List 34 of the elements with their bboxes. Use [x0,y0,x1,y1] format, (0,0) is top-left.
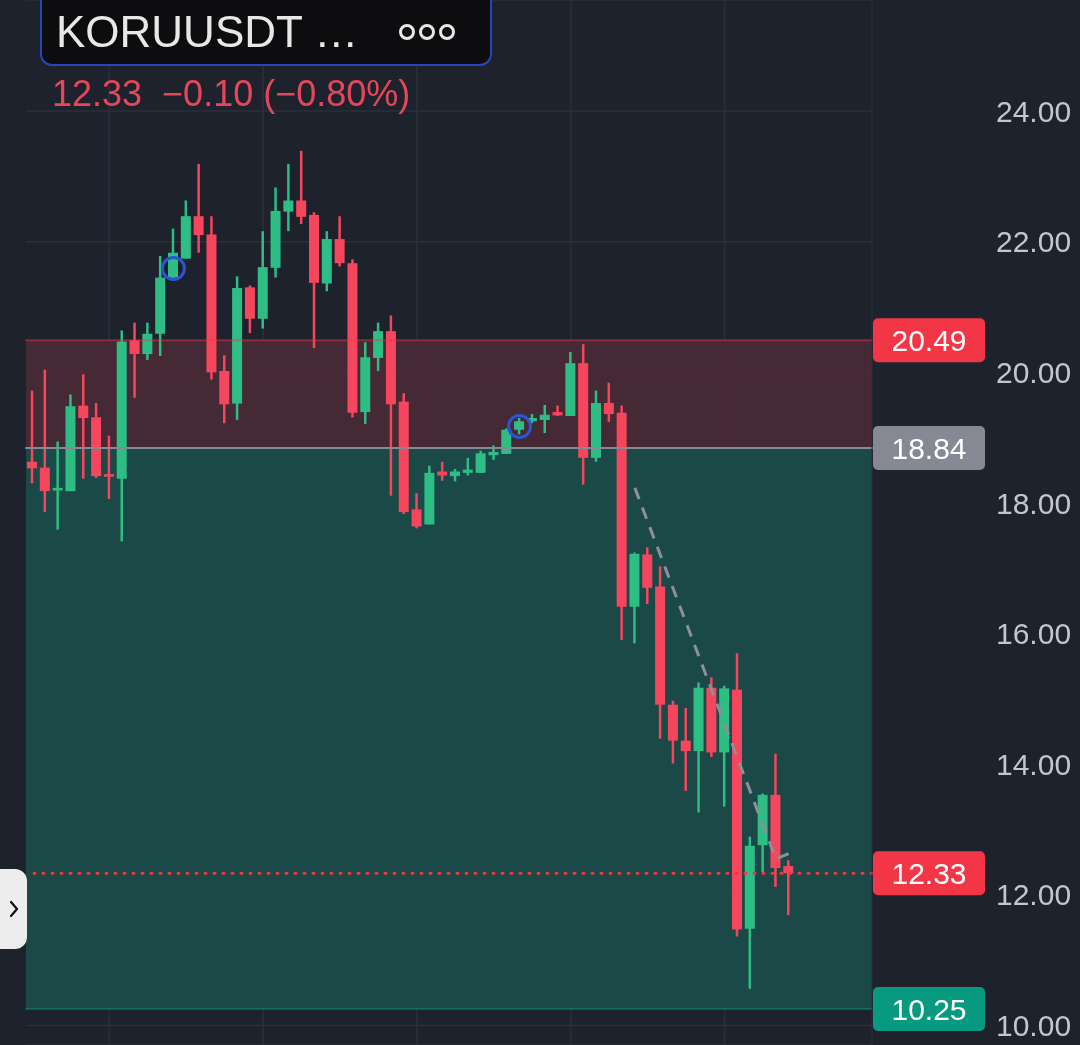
candlestick [603,381,614,424]
price-tag: 12.33 [873,851,985,896]
y-tick-label: 20.00 [996,355,1072,389]
candlestick [539,403,550,435]
ref-line-label: 20.49 [891,323,967,357]
candlestick [78,372,89,480]
y-tick-label: 22.00 [996,225,1072,259]
candlestick [27,389,37,485]
y-tick-label: 16.00 [996,617,1072,651]
ref-line-label: 18.84 [891,431,967,465]
candlestick [283,162,294,233]
candlestick [39,368,50,514]
chart-title: KORUUSDT … [56,7,359,57]
candlestick [129,321,140,399]
y-tick-label: 12.00 [996,878,1072,912]
price-tag: 18.84 [873,426,985,471]
price-tag: 20.49 [873,318,985,363]
candlestick [103,434,114,501]
candlestick [783,858,794,917]
ref-line-label: 12.33 [891,856,967,890]
y-tick-label: 10.00 [996,1009,1072,1043]
candlestick [475,449,486,475]
ref-line-label: 10.25 [891,992,967,1026]
y-tick-label: 24.00 [996,94,1072,128]
candlestick [411,491,422,530]
candlestick [193,162,204,255]
text: 12.33 −0.10 (−0.80%) [52,72,411,116]
y-tick-label: 14.00 [996,747,1072,781]
price-tag: 10.25 [873,987,985,1032]
candlestick [296,149,307,226]
candlestick [142,321,153,362]
candlestick [680,706,691,793]
header-panel: KORUUSDT … [40,0,493,66]
y-tick-label: 18.00 [996,486,1072,520]
